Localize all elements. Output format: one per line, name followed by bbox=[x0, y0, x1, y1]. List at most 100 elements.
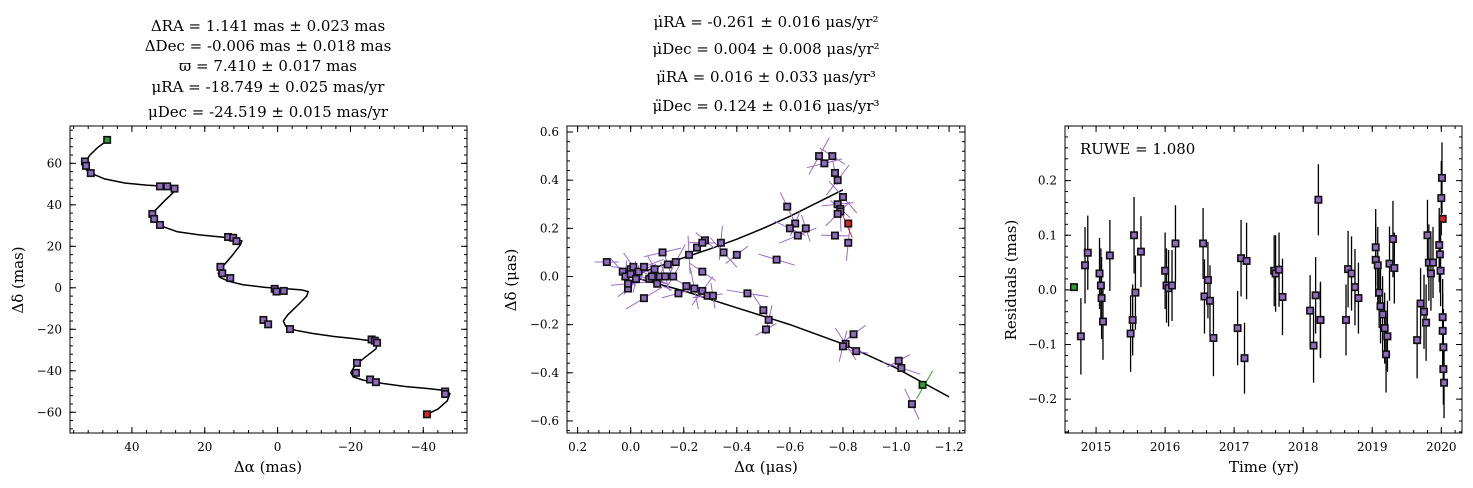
skypath-epoch-marker bbox=[232, 237, 241, 246]
residual-path-epoch-marker bbox=[671, 258, 680, 267]
skypath-first-epoch-marker bbox=[103, 135, 112, 144]
residuals-epoch-marker bbox=[1375, 288, 1384, 297]
residuals-epoch-marker bbox=[1168, 281, 1177, 290]
title-line-pmdec: μDec = -24.519 ± 0.015 mas/yr bbox=[148, 103, 389, 121]
residual-path-epoch-marker bbox=[783, 202, 792, 211]
skypath-epoch-marker bbox=[371, 378, 380, 387]
skypath-epoch-marker bbox=[82, 161, 91, 170]
residual-path-epoch-marker bbox=[743, 289, 752, 298]
residual-path-frame bbox=[566, 125, 966, 434]
panel-skypath-ylabel: Δδ (mas) bbox=[9, 246, 27, 313]
residual-path-epoch-marker bbox=[690, 284, 699, 293]
residual-path-epoch-marker bbox=[828, 152, 837, 161]
residuals-xtick-label: 2017 bbox=[1219, 440, 1250, 454]
residual-path-ytick-label: 0.4 bbox=[540, 173, 559, 187]
residuals-epoch-marker bbox=[1388, 235, 1397, 244]
residual-path-epoch-marker bbox=[838, 193, 847, 202]
residuals-ytick-label: 0.1 bbox=[1038, 228, 1057, 242]
residuals-epoch-marker bbox=[1096, 281, 1105, 290]
residual-path-last-epoch-marker bbox=[844, 219, 853, 228]
skypath-ytick-label: −40 bbox=[37, 364, 62, 378]
panel-skypath-title: ΔRA = 1.141 mas ± 0.023 mas ΔDec = -0.00… bbox=[145, 17, 392, 121]
residual-path-xtick-label: −1.2 bbox=[935, 440, 964, 454]
residual-path-epoch-marker bbox=[849, 330, 858, 339]
skypath-ytick-label: 20 bbox=[47, 239, 62, 253]
residuals-epoch-marker bbox=[1209, 333, 1218, 342]
skypath-epoch-marker bbox=[272, 287, 281, 296]
residuals-epoch-marker bbox=[1081, 261, 1090, 270]
residual-path-epoch-marker bbox=[634, 267, 643, 276]
residual-path-xtick-label: −0.8 bbox=[828, 440, 857, 454]
residuals-epoch-marker bbox=[1373, 261, 1382, 270]
residual-path-epoch-marker bbox=[629, 262, 638, 271]
residuals-epoch-marker bbox=[1347, 269, 1356, 278]
skypath-epoch-marker bbox=[226, 274, 235, 283]
panel-residuals-ylabel: Residuals (mas) bbox=[1002, 220, 1020, 341]
panel-residual-path-xlabel: Δα (μas) bbox=[734, 458, 798, 476]
residuals-epoch-marker bbox=[1105, 251, 1114, 260]
panel-residuals-xlabel: Time (yr) bbox=[1229, 458, 1299, 476]
residual-path-ytick-label: 0.0 bbox=[540, 269, 559, 283]
residual-path-epoch-marker bbox=[732, 250, 741, 259]
residuals-xtick-label: 2015 bbox=[1081, 440, 1112, 454]
skypath-epoch-marker bbox=[216, 262, 225, 271]
residuals-epoch-marker bbox=[1382, 350, 1391, 359]
residual-path-ytick-label: −0.2 bbox=[530, 318, 559, 332]
residual-path-epoch-marker bbox=[897, 363, 906, 372]
residuals-epoch-marker bbox=[1350, 283, 1359, 292]
skypath-epoch-marker bbox=[264, 320, 273, 329]
residuals-epoch-marker bbox=[1203, 276, 1212, 285]
residual-path-epoch-marker bbox=[682, 282, 691, 291]
residual-path-epoch-marker bbox=[759, 306, 768, 315]
ruwe-annotation: RUWE = 1.080 bbox=[1080, 140, 1195, 158]
residuals-epoch-marker bbox=[1275, 265, 1284, 274]
residual-path-epoch-marker bbox=[716, 238, 725, 247]
title-line-ddpmdec: μ̈Dec = 0.124 ± 0.016 μas/yr³ bbox=[652, 97, 879, 115]
residual-path-epoch-marker bbox=[801, 224, 810, 233]
residual-path-epoch-marker bbox=[894, 356, 903, 365]
residual-path-ytick-label: −0.6 bbox=[530, 414, 559, 428]
skypath-xtick-label: 0 bbox=[274, 440, 282, 454]
residual-path-epoch-marker bbox=[708, 291, 717, 300]
residuals-epoch-marker bbox=[1416, 299, 1425, 308]
residuals-epoch-marker bbox=[1438, 326, 1447, 335]
panel-residual-path-plot: 0.2 0.0 −0.2 −0.4 −0.6 −0.8 −1.0 −1.2 0.6 0.4 0.2 0… bbox=[530, 125, 966, 454]
residuals-epoch-marker bbox=[1130, 231, 1139, 240]
skypath-epoch-marker bbox=[351, 368, 360, 377]
residuals-epoch-marker bbox=[1426, 269, 1435, 278]
panel-residual-path-ylabel: Δδ (μas) bbox=[502, 249, 520, 312]
residual-path-epoch-marker bbox=[658, 248, 667, 257]
residual-path-epoch-marker bbox=[647, 272, 656, 281]
residual-path-epoch-marker bbox=[830, 168, 839, 177]
residual-path-epoch-marker bbox=[698, 286, 707, 295]
residuals-epoch-marker bbox=[1378, 310, 1387, 319]
residuals-epoch-marker bbox=[1278, 292, 1287, 301]
residuals-epoch-marker bbox=[1438, 313, 1447, 322]
residuals-xtick-label: 2016 bbox=[1150, 440, 1181, 454]
residuals-epoch-marker bbox=[1429, 258, 1438, 267]
residual-path-epoch-marker bbox=[791, 219, 800, 228]
residuals-epoch-marker bbox=[1423, 231, 1432, 240]
residuals-epoch-marker bbox=[1076, 332, 1085, 341]
residual-path-epoch-marker bbox=[833, 176, 842, 185]
residuals-epoch-marker bbox=[1435, 241, 1444, 250]
skypath-epoch-marker bbox=[170, 184, 179, 193]
residuals-epoch-marker bbox=[1420, 307, 1429, 316]
residuals-epoch-marker bbox=[1354, 294, 1363, 303]
residuals-ytick-label: −0.1 bbox=[1028, 338, 1057, 352]
residual-path-epoch-marker bbox=[844, 238, 853, 247]
residuals-epoch-marker bbox=[1205, 296, 1214, 305]
residuals-epoch-marker bbox=[1439, 365, 1448, 374]
skypath-epoch-marker bbox=[285, 325, 294, 334]
residual-path-epoch-marker bbox=[661, 272, 670, 281]
residual-path-xtick-label: −0.2 bbox=[669, 440, 698, 454]
title-line-ddec: ΔDec = -0.006 mas ± 0.018 mas bbox=[145, 37, 392, 55]
skypath-ytick-label: −20 bbox=[37, 322, 62, 336]
residual-path-xtick-label: 0.2 bbox=[568, 440, 587, 454]
title-line-ddpmra: μ̈RA = 0.016 ± 0.033 μas/yr³ bbox=[656, 68, 876, 86]
skypath-xtick-label: 40 bbox=[124, 440, 139, 454]
residuals-epoch-marker bbox=[1233, 324, 1242, 333]
residual-path-epoch-marker bbox=[698, 238, 707, 247]
title-line-dpmdec: μ̇Dec = 0.004 ± 0.008 μas/yr² bbox=[652, 40, 879, 58]
